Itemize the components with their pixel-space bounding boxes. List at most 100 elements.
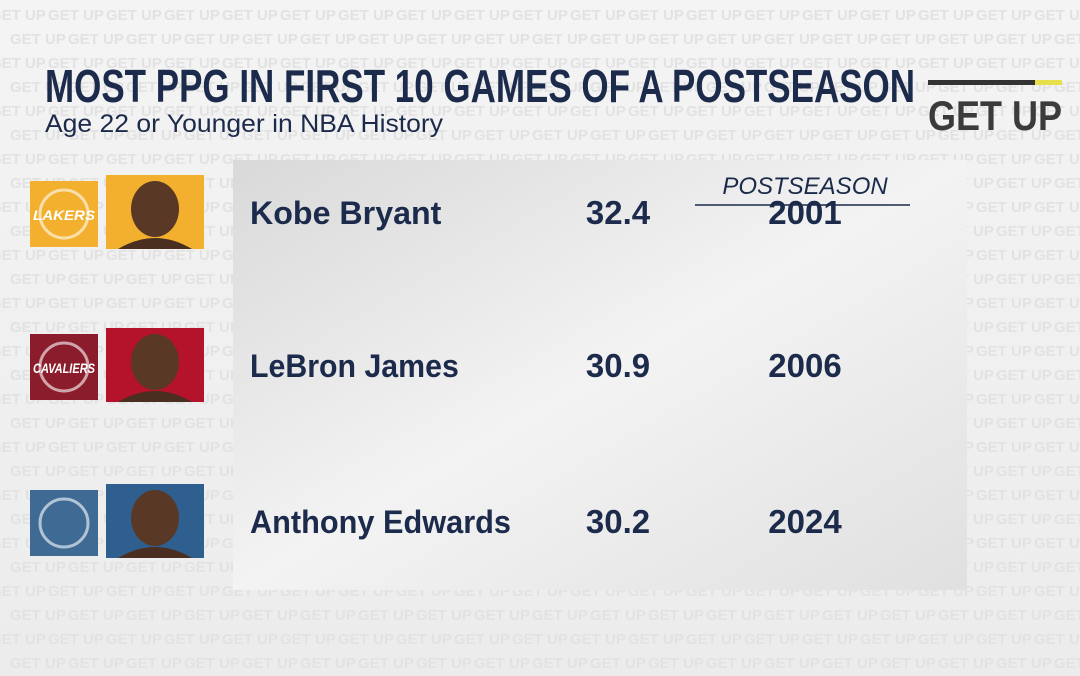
pattern-text: GET UP: [106, 151, 162, 168]
pattern-text: GET UP: [512, 103, 568, 120]
pattern-text: GET UP: [1034, 343, 1080, 360]
pattern-text: GET UP: [48, 151, 104, 168]
pattern-text: GET UP: [532, 655, 588, 672]
player-name: LeBron James: [250, 348, 459, 384]
pattern-text: GET UP: [686, 55, 742, 72]
pattern-text: GET UP: [0, 295, 46, 312]
pattern-text: GET UP: [744, 631, 800, 648]
pattern-text: GET UP: [222, 631, 278, 648]
pattern-text: GET UP: [996, 367, 1052, 384]
pattern-text: GET UP: [802, 631, 858, 648]
pattern-text: GET UP: [10, 607, 66, 624]
pattern-text: GET UP: [454, 55, 510, 72]
pattern-text: GET UP: [222, 7, 278, 24]
pattern-text: GET UP: [1054, 559, 1080, 576]
pattern-text: GET UP: [338, 55, 394, 72]
pattern-text: GET UP: [648, 79, 704, 96]
pattern-text: GET UP: [126, 127, 182, 144]
pattern-text: GET UP: [976, 199, 1032, 216]
pattern-text: GET UP: [938, 31, 994, 48]
pattern-text: GET UP: [68, 127, 124, 144]
pattern-text: GET UP: [802, 55, 858, 72]
pattern-text: GET UP: [996, 319, 1052, 336]
pattern-text: GET UP: [1054, 127, 1080, 144]
pattern-text: GET UP: [0, 631, 46, 648]
pattern-text: GET UP: [648, 31, 704, 48]
pattern-text: GET UP: [706, 607, 762, 624]
pattern-text: GET UP: [126, 271, 182, 288]
pattern-text: GET UP: [744, 103, 800, 120]
pattern-text: GET UP: [880, 79, 936, 96]
pattern-text: GET UP: [106, 7, 162, 24]
pattern-text: GET UP: [764, 31, 820, 48]
pattern-text: GET UP: [184, 271, 240, 288]
pattern-text: GET UP: [358, 655, 414, 672]
pattern-text: GET UP: [164, 583, 220, 600]
pattern-text: GET UP: [68, 463, 124, 480]
pattern-text: GET UP: [10, 319, 66, 336]
pattern-text: GET UP: [860, 631, 916, 648]
ppg: 30.2: [586, 503, 650, 540]
pattern-text: GET UP: [474, 79, 530, 96]
pattern-text: GET UP: [764, 655, 820, 672]
pattern-text: GET UP: [996, 223, 1052, 240]
pattern-text: GET UP: [416, 127, 472, 144]
pattern-text: GET UP: [1034, 295, 1080, 312]
pattern-text: GET UP: [164, 631, 220, 648]
pattern-text: GET UP: [1034, 199, 1080, 216]
pattern-text: GET UP: [338, 631, 394, 648]
pattern-text: GET UP: [802, 103, 858, 120]
pattern-text: GET UP: [10, 559, 66, 576]
pattern-text: GET UP: [48, 631, 104, 648]
pattern-text: GET UP: [996, 511, 1052, 528]
pattern-text: GET UP: [338, 103, 394, 120]
pattern-text: GET UP: [242, 607, 298, 624]
pattern-text: GET UP: [706, 127, 762, 144]
pattern-text: GET UP: [628, 631, 684, 648]
brand-bar: [928, 80, 1035, 85]
pattern-text: GET UP: [454, 631, 510, 648]
pattern-text: GET UP: [10, 415, 66, 432]
season: 2006: [768, 347, 841, 384]
pattern-text: GET UP: [628, 103, 684, 120]
pattern-text: GET UP: [570, 103, 626, 120]
pattern-text: GET UP: [976, 247, 1032, 264]
pattern-text: GET UP: [48, 7, 104, 24]
pattern-text: GET UP: [976, 343, 1032, 360]
team-logo-text: LAKERS: [33, 207, 96, 223]
pattern-text: GET UP: [0, 439, 46, 456]
pattern-text: GET UP: [0, 583, 46, 600]
pattern-text: GET UP: [976, 151, 1032, 168]
player-name: Anthony Edwards: [250, 504, 511, 540]
pattern-text: GET UP: [996, 559, 1052, 576]
pattern-text: GET UP: [996, 31, 1052, 48]
pattern-text: GET UP: [744, 55, 800, 72]
pattern-text: GET UP: [976, 55, 1032, 72]
pattern-text: GET UP: [996, 415, 1052, 432]
pattern-text: GET UP: [48, 55, 104, 72]
pattern-text: GET UP: [68, 31, 124, 48]
pattern-text: GET UP: [1034, 55, 1080, 72]
player-shoulders: [118, 547, 192, 558]
pattern-text: GET UP: [1054, 223, 1080, 240]
pattern-text: GET UP: [10, 463, 66, 480]
pattern-text: GET UP: [106, 583, 162, 600]
pattern-text: GET UP: [822, 127, 878, 144]
pattern-text: GET UP: [1054, 511, 1080, 528]
pattern-text: GET UP: [184, 559, 240, 576]
pattern-text: GET UP: [358, 607, 414, 624]
pattern-text: GET UP: [68, 655, 124, 672]
pattern-text: GET UP: [48, 103, 104, 120]
player-shoulders: [118, 391, 192, 402]
pattern-text: GET UP: [648, 655, 704, 672]
pattern-text: GET UP: [338, 7, 394, 24]
pattern-text: GET UP: [474, 127, 530, 144]
pattern-text: GET UP: [10, 127, 66, 144]
pattern-text: GET UP: [880, 31, 936, 48]
pattern-text: GET UP: [396, 7, 452, 24]
pattern-text: GET UP: [48, 583, 104, 600]
pattern-text: GET UP: [938, 127, 994, 144]
pattern-text: GET UP: [106, 103, 162, 120]
player-head: [131, 490, 179, 546]
